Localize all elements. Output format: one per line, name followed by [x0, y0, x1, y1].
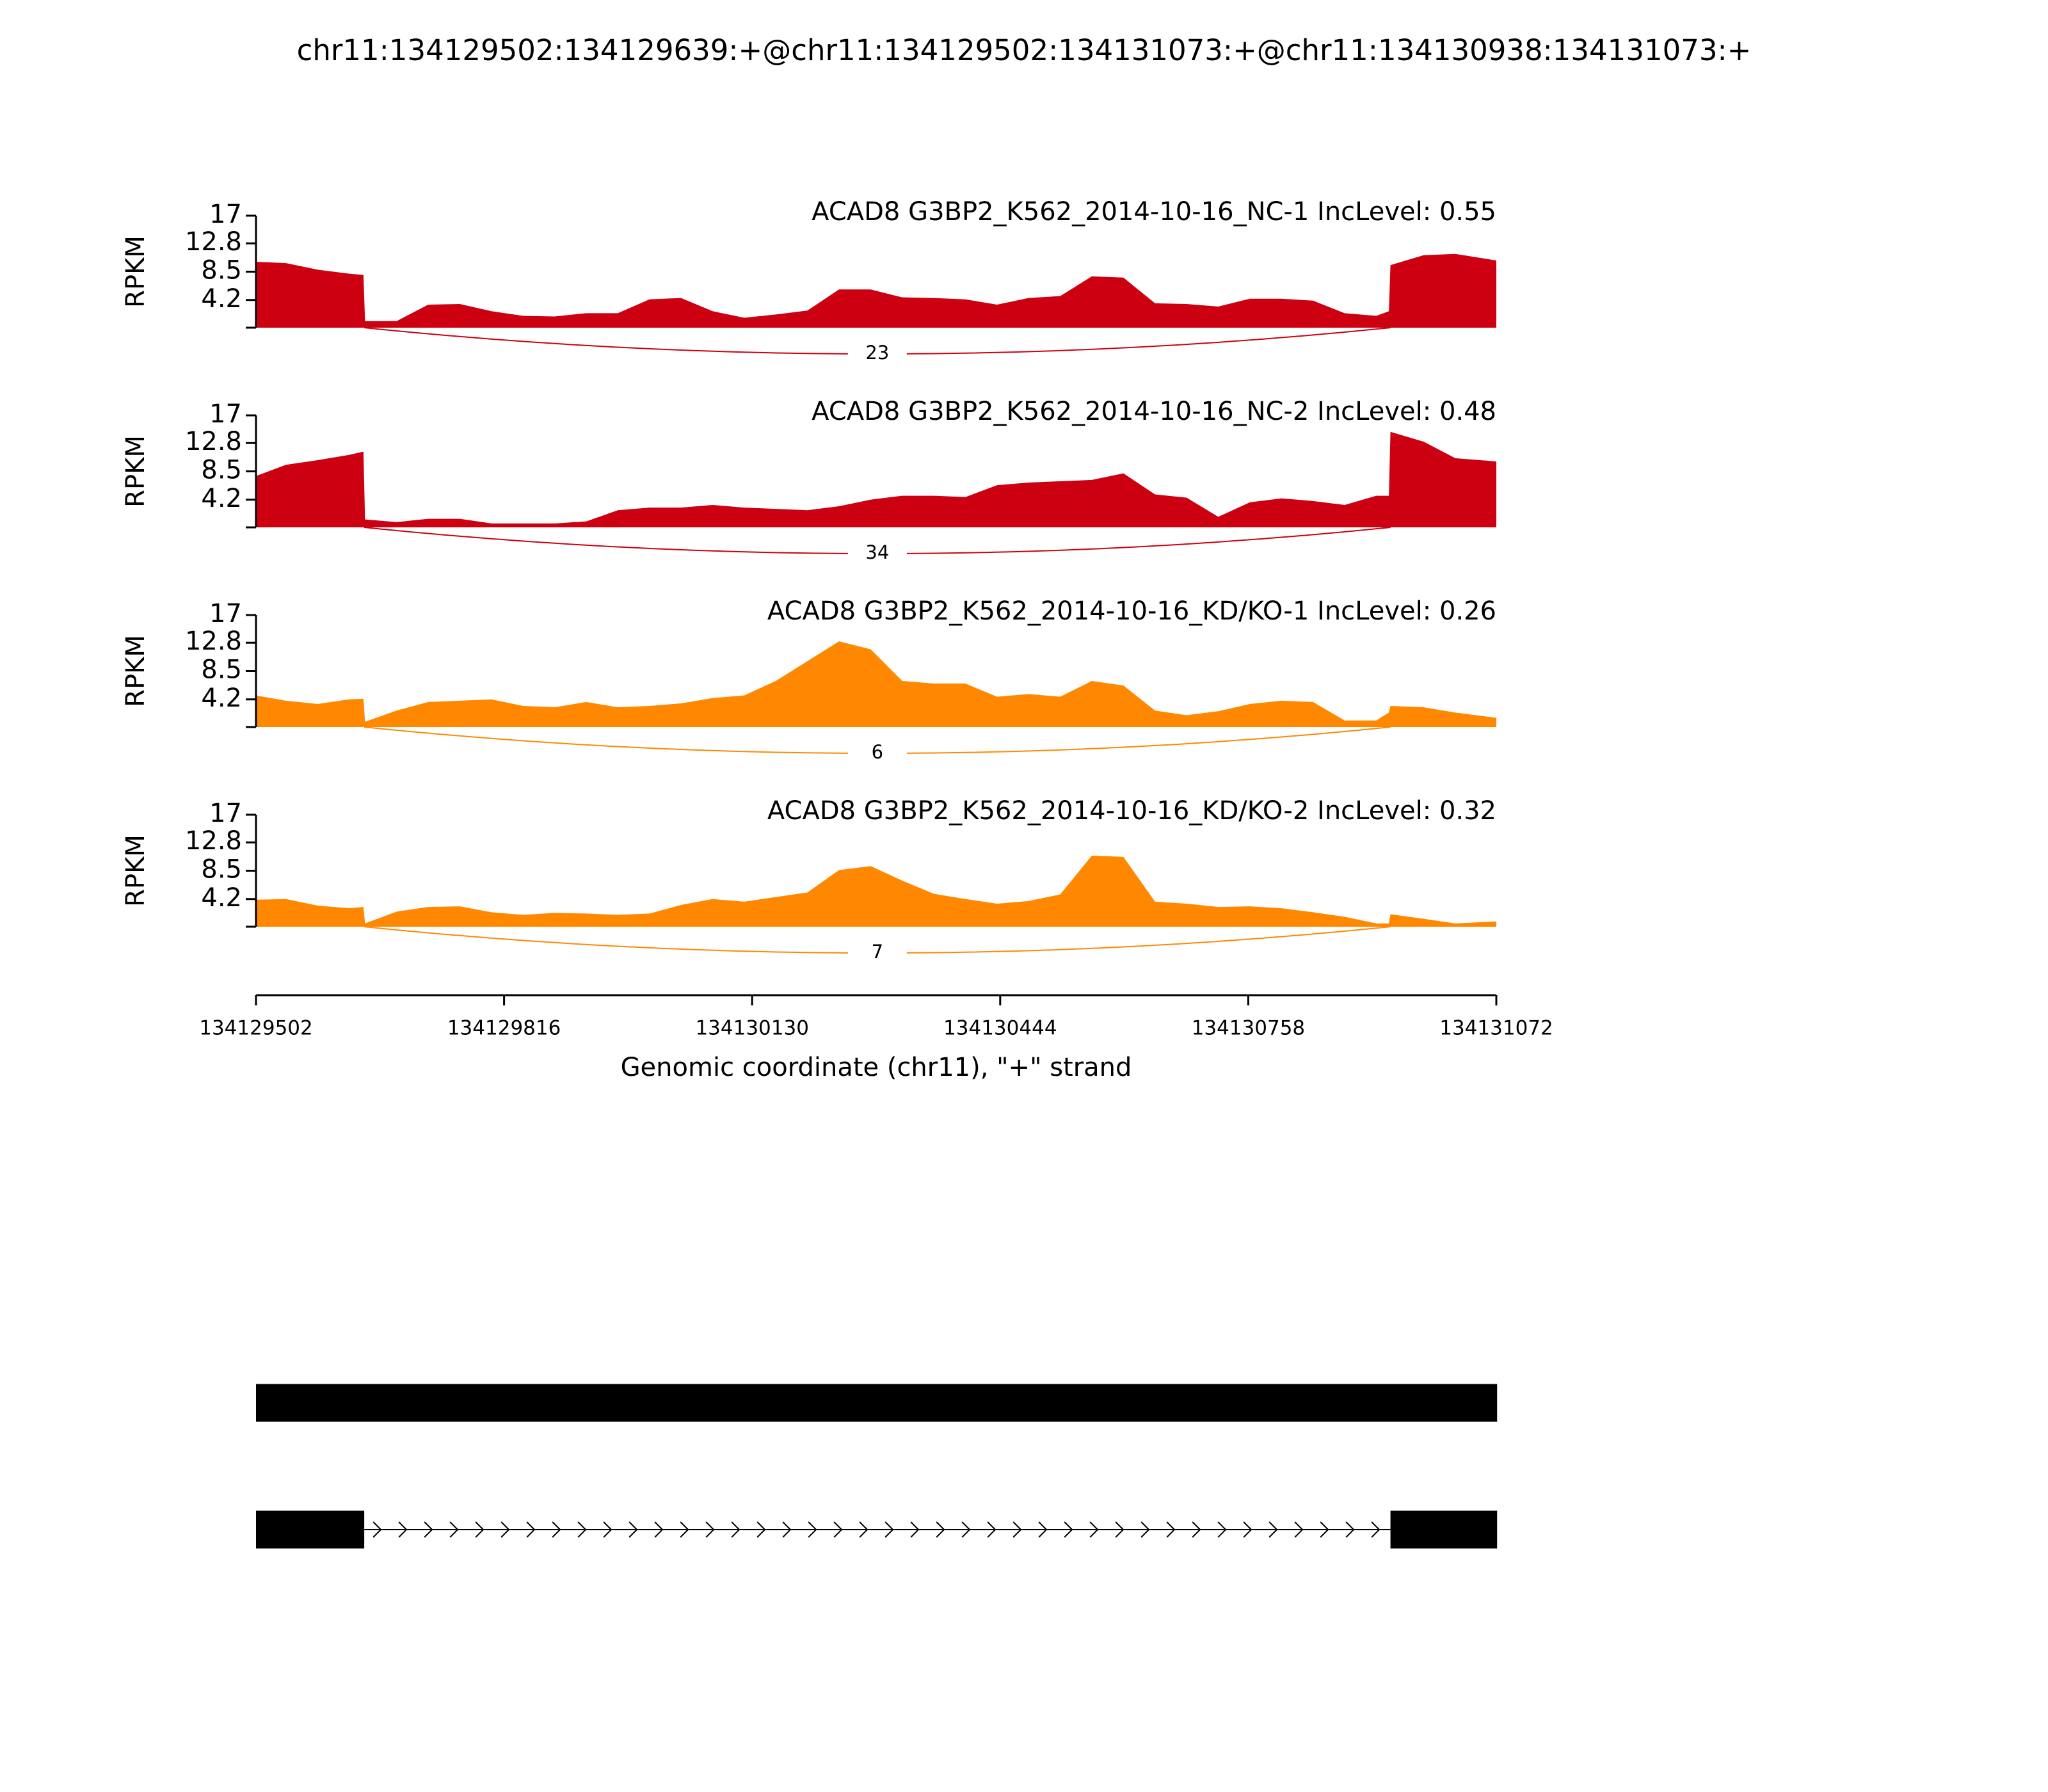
- junction-label: 6: [872, 741, 883, 763]
- strand-arrow: [577, 1521, 587, 1538]
- strand-arrow: [424, 1521, 433, 1538]
- y-tick-label: 12.8: [185, 427, 242, 456]
- track-title: ACAD8 G3BP2_K562_2014-10-16_NC-2 IncLeve…: [812, 397, 1496, 426]
- strand-arrow: [1038, 1521, 1048, 1538]
- y-tick-label: 17: [209, 200, 242, 229]
- x-tick-label: 134129816: [447, 1017, 561, 1040]
- strand-arrow: [987, 1521, 996, 1538]
- junction-label: 34: [865, 541, 889, 563]
- junction-label: 7: [872, 941, 883, 963]
- strand-arrow: [1345, 1521, 1355, 1538]
- strand-arrow: [475, 1521, 484, 1538]
- y-axis-label: RPKM: [121, 236, 150, 308]
- strand-arrow: [1192, 1521, 1201, 1538]
- strand-arrow: [526, 1521, 536, 1538]
- y-tick-label: 8.5: [201, 855, 242, 884]
- chart-title: chr11:134129502:134129639:+@chr11:134129…: [297, 33, 1752, 67]
- coverage-area: [256, 253, 1496, 328]
- strand-arrow: [1268, 1521, 1278, 1538]
- track-title: ACAD8 G3BP2_K562_2014-10-16_KD/KO-2 IncL…: [767, 796, 1496, 826]
- junction-label-box: [847, 740, 907, 766]
- x-axis-label: Genomic coordinate (chr11), "+" strand: [621, 1053, 1132, 1082]
- x-tick-label: 134129502: [199, 1017, 313, 1040]
- strand-arrow: [449, 1521, 459, 1538]
- y-tick-label: 12.8: [185, 826, 242, 856]
- y-axis-label: RPKM: [121, 635, 150, 707]
- junction-label-box: [847, 341, 907, 367]
- strand-arrow: [961, 1521, 971, 1538]
- strand-arrow: [1012, 1521, 1022, 1538]
- x-tick-label: 134130444: [943, 1017, 1057, 1040]
- strand-arrow: [628, 1521, 638, 1538]
- y-axis-label: RPKM: [121, 435, 150, 508]
- strand-arrow: [398, 1521, 408, 1538]
- y-tick-label: 8.5: [201, 256, 242, 285]
- y-tick-label: 12.8: [185, 227, 242, 257]
- junction-label-box: [847, 940, 907, 966]
- strand-arrow: [500, 1521, 510, 1538]
- y-tick-label: 4.2: [201, 284, 242, 314]
- junction-label: 23: [865, 342, 889, 364]
- strand-arrow: [705, 1521, 715, 1538]
- strand-arrow: [1371, 1521, 1380, 1538]
- exon: [1390, 1510, 1498, 1549]
- strand-arrow: [1166, 1521, 1176, 1538]
- strand-arrow: [1320, 1521, 1329, 1538]
- exon: [256, 1384, 1498, 1422]
- junction-label-box: [847, 541, 907, 566]
- y-tick-label: 8.5: [201, 655, 242, 685]
- coverage-area: [256, 855, 1496, 927]
- strand-arrow: [1140, 1521, 1150, 1538]
- strand-arrow: [859, 1521, 868, 1538]
- coverage-area: [256, 431, 1496, 527]
- strand-arrow: [372, 1521, 382, 1538]
- track-title: ACAD8 G3BP2_K562_2014-10-16_NC-1 IncLeve…: [812, 197, 1496, 227]
- strand-arrow: [1217, 1521, 1227, 1538]
- strand-arrow: [1243, 1521, 1252, 1538]
- strand-arrow: [910, 1521, 920, 1538]
- coverage-area: [256, 641, 1496, 727]
- y-tick-label: 17: [209, 399, 242, 429]
- strand-arrow: [680, 1521, 689, 1538]
- x-tick-label: 134131072: [1439, 1017, 1553, 1040]
- strand-arrow: [1115, 1521, 1124, 1538]
- x-tick-label: 134130130: [695, 1017, 809, 1040]
- strand-arrow: [1294, 1521, 1304, 1538]
- y-tick-label: 4.2: [201, 883, 242, 913]
- strand-arrow: [1064, 1521, 1073, 1538]
- strand-arrow: [808, 1521, 817, 1538]
- strand-arrow: [603, 1521, 612, 1538]
- y-tick-label: 8.5: [201, 456, 242, 485]
- y-tick-label: 4.2: [201, 484, 242, 513]
- exon: [256, 1510, 365, 1549]
- strand-arrow: [756, 1521, 766, 1538]
- y-tick-label: 17: [209, 799, 242, 828]
- y-tick-label: 12.8: [185, 627, 242, 656]
- y-tick-label: 4.2: [201, 684, 242, 713]
- strand-arrow: [782, 1521, 792, 1538]
- strand-arrow: [731, 1521, 740, 1538]
- strand-arrow: [552, 1521, 561, 1538]
- strand-arrow: [1089, 1521, 1099, 1538]
- strand-arrow: [654, 1521, 664, 1538]
- track-title: ACAD8 G3BP2_K562_2014-10-16_KD/KO-1 IncL…: [767, 596, 1496, 626]
- x-tick-label: 134130758: [1192, 1017, 1306, 1040]
- y-axis-label: RPKM: [121, 835, 150, 907]
- strand-arrow: [936, 1521, 945, 1538]
- strand-arrow: [884, 1521, 894, 1538]
- y-tick-label: 17: [209, 599, 242, 628]
- strand-arrow: [833, 1521, 843, 1538]
